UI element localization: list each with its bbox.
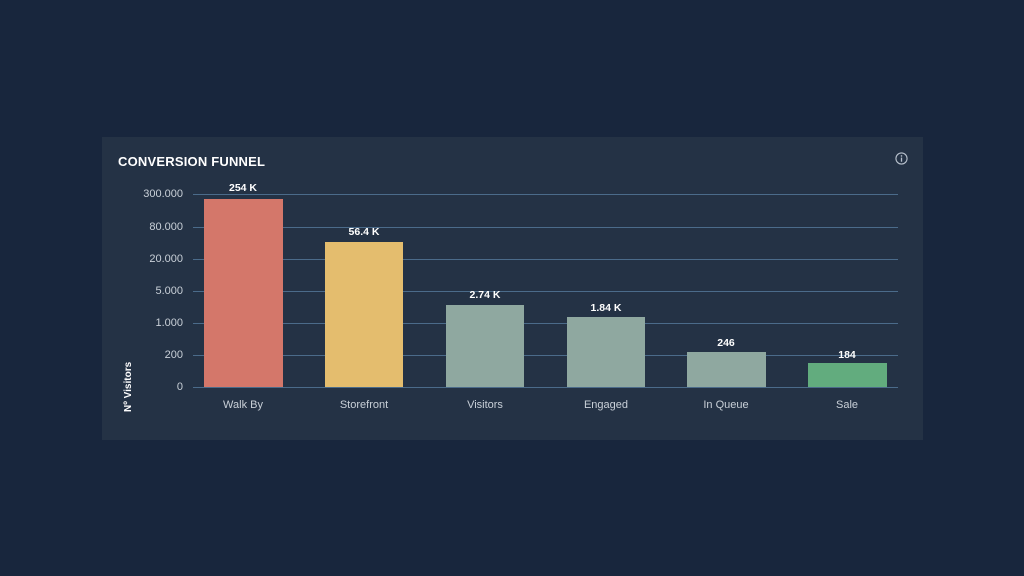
conversion-funnel-panel: CONVERSION FUNNEL Nº Visitors 300.000 80…	[102, 137, 923, 440]
x-category-label: Engaged	[583, 399, 629, 411]
x-category-label: Visitors	[467, 399, 503, 411]
bar-engaged[interactable]	[567, 317, 645, 387]
gridline	[193, 291, 898, 292]
x-category-label: In Queue	[703, 399, 749, 411]
y-tick: 300.000	[143, 188, 183, 200]
value-label: 56.4 K	[348, 226, 380, 238]
gridline	[193, 259, 898, 260]
x-category-label: Sale	[835, 399, 859, 411]
bar-walk-by[interactable]	[204, 199, 283, 387]
value-label: 254 K	[228, 182, 258, 194]
y-tick: 20.000	[149, 253, 183, 265]
bar-visitors[interactable]	[446, 305, 524, 387]
y-tick: 5.000	[155, 285, 183, 297]
value-label: 184	[838, 349, 856, 361]
y-tick: 80.000	[149, 221, 183, 233]
chart-title: CONVERSION FUNNEL	[118, 154, 266, 169]
value-label: 2.74 K	[469, 289, 501, 301]
x-category-label: Storefront	[339, 399, 389, 411]
gridline	[193, 355, 898, 356]
bar-in-queue[interactable]	[687, 352, 766, 387]
y-tick: 200	[164, 349, 183, 361]
gridline	[193, 194, 898, 195]
bar-sale[interactable]	[808, 363, 887, 387]
gridline	[193, 227, 898, 228]
bar-storefront[interactable]	[325, 242, 403, 387]
gridline	[193, 387, 898, 388]
value-label: 246	[717, 337, 735, 349]
y-tick: 0	[176, 381, 183, 393]
info-icon[interactable]	[895, 152, 908, 165]
x-category-label: Walk By	[223, 399, 263, 411]
value-label: 1.84 K	[590, 302, 622, 314]
gridline	[193, 323, 898, 324]
y-tick: 1.000	[155, 317, 183, 329]
bar-chart: 300.000 80.000 20.000 5.000 1.000 200 0 …	[102, 137, 923, 440]
